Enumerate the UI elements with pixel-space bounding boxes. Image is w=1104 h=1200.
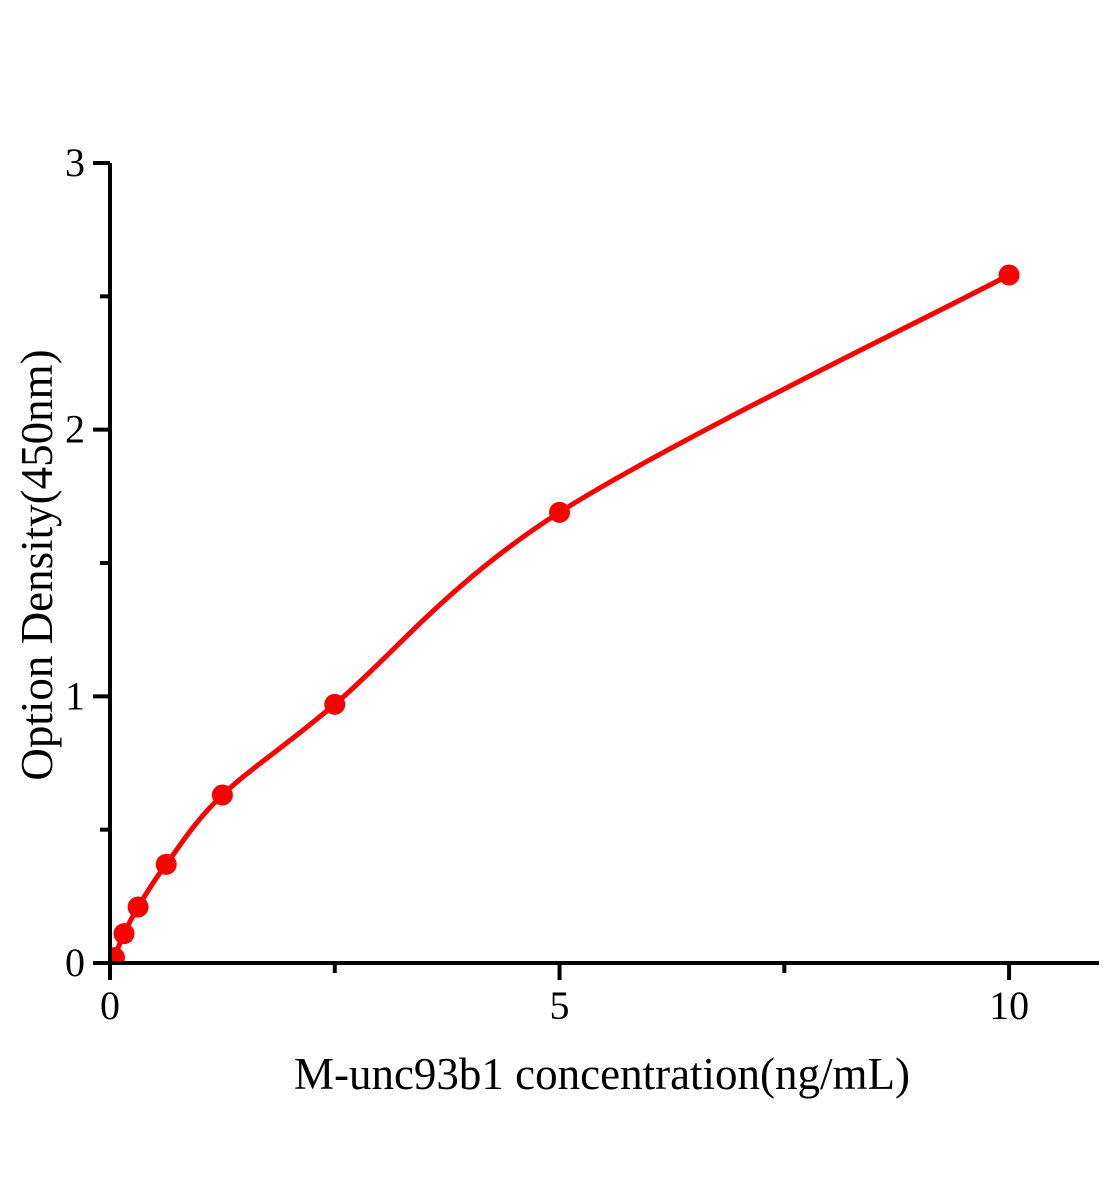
x-tick-label: 5 <box>550 983 570 1028</box>
data-point <box>113 923 135 945</box>
y-tick-label: 1 <box>65 673 85 718</box>
data-point <box>155 853 177 875</box>
data-point <box>108 947 125 965</box>
y-tick-label: 2 <box>65 407 85 452</box>
x-tick-label: 10 <box>989 983 1029 1028</box>
y-axis-title: Option Density(450nm) <box>12 349 62 780</box>
data-point <box>998 264 1020 286</box>
x-axis-title: M-unc93b1 concentration(ng/mL) <box>294 1049 910 1099</box>
data-point <box>211 784 233 806</box>
axes: 0 5 10 0 1 2 3 <box>65 140 1099 1028</box>
data-series <box>108 264 1020 965</box>
data-point <box>324 693 346 715</box>
x-tick-label: 0 <box>100 983 120 1028</box>
y-tick-label: 0 <box>65 940 85 985</box>
y-tick-label: 3 <box>65 140 85 185</box>
data-point <box>549 501 571 523</box>
data-point <box>127 896 149 918</box>
fit-curve <box>112 272 1012 961</box>
